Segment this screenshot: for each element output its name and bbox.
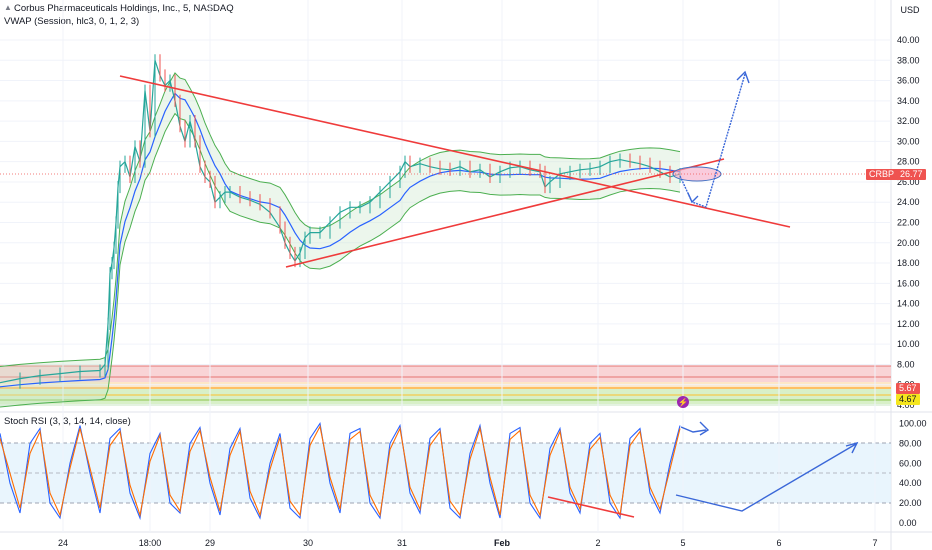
- current-price-tag: CRBP 26.77: [866, 169, 926, 180]
- time-tick-label: 29: [205, 538, 215, 548]
- price-tick-label: 20.00: [897, 238, 920, 248]
- stoch-projection[interactable]: [675, 443, 857, 512]
- price-tick-label: 34.00: [897, 96, 920, 106]
- vwap-legend[interactable]: VWAP (Session, hlc3, 0, 1, 2, 3): [4, 16, 140, 27]
- collapse-chevron-icon[interactable]: ▲: [4, 3, 12, 12]
- price-line: [0, 60, 681, 384]
- stoch-projection-arrowhead: [845, 441, 859, 454]
- stoch-tick-label: 100.00: [899, 419, 927, 429]
- price-tick-label: 4.00: [897, 400, 915, 410]
- price-tick-label: 36.00: [897, 76, 920, 86]
- level-tag-upper: 5.67: [896, 383, 920, 394]
- time-tick-label: 7: [872, 538, 877, 548]
- price-tick-label: 32.00: [897, 116, 920, 126]
- time-tick-labels: 24 18:00 29 30 31 Feb 2 5 6 7: [58, 538, 878, 548]
- price-tick-label: 38.00: [897, 55, 920, 65]
- stoch-tick-label: 80.00: [899, 438, 922, 448]
- projection-down-arrowhead: [687, 192, 699, 204]
- ascending-trendline[interactable]: [285, 158, 725, 268]
- stoch-d-line: [0, 424, 681, 518]
- price-tick-label: 28.00: [897, 157, 920, 167]
- time-tick-label: 18:00: [139, 538, 162, 548]
- stoch-rsi-legend[interactable]: Stoch RSI (3, 3, 14, 14, close): [4, 416, 131, 427]
- stoch-axis[interactable]: 100.00 80.00 60.00 40.00 20.00 0.00: [899, 419, 927, 529]
- neutral-zone: [0, 382, 891, 389]
- stoch-peak-arrowhead: [699, 421, 710, 436]
- price-tick-label: 8.00: [897, 359, 915, 369]
- stoch-tick-label: 60.00: [899, 458, 922, 468]
- price-series: [0, 54, 681, 389]
- vwap-line: [0, 92, 681, 388]
- price-tick-label: 40.00: [897, 35, 920, 45]
- price-tick-labels: 40.00 38.00 36.00 34.00 32.00 30.00 28.00 26.00…: [897, 35, 920, 410]
- time-tick-label: Feb: [494, 538, 511, 548]
- price-tick-label: 10.00: [897, 339, 920, 349]
- stoch-divergence-line[interactable]: [547, 496, 635, 518]
- vwap-upper-band: [0, 72, 681, 367]
- price-tick-label: 24.00: [897, 197, 920, 207]
- stoch-peak-arrow[interactable]: [680, 426, 707, 433]
- price-tick-label: 22.00: [897, 218, 920, 228]
- stoch-tick-label: 40.00: [899, 478, 922, 488]
- stoch-tick-label: 20.00: [899, 498, 922, 508]
- currency-label: USD: [900, 5, 920, 15]
- stoch-series: [0, 422, 681, 521]
- price-tick-label: 18.00: [897, 258, 920, 268]
- price-axis[interactable]: [0, 39, 891, 406]
- time-tick-label: 5: [680, 538, 685, 548]
- time-tick-label: 30: [303, 538, 313, 548]
- lightning-icon: ⚡: [678, 397, 688, 407]
- price-tick-label: 26.00: [897, 177, 920, 187]
- time-tick-label: 31: [397, 538, 407, 548]
- price-tick-label: 16.00: [897, 278, 920, 288]
- symbol-legend[interactable]: Corbus Pharmaceuticals Holdings, Inc., 5…: [14, 3, 234, 14]
- time-tick-label: 6: [776, 538, 781, 548]
- current-price-label: 26.77: [900, 169, 923, 179]
- level-tag-lower-label: 4.67: [899, 394, 917, 404]
- ticker-label: CRBP: [869, 169, 895, 179]
- level-tag-lower: 4.67: [896, 394, 920, 405]
- descending-trendline[interactable]: [119, 75, 791, 228]
- projection-up-arrowhead: [736, 70, 750, 84]
- stoch-tick-label: 0.00: [899, 518, 917, 528]
- price-tick-label: 30.00: [897, 136, 920, 146]
- time-tick-label: 2: [595, 538, 600, 548]
- time-tick-label: 24: [58, 538, 68, 548]
- vwap-bands: [0, 72, 681, 408]
- support-zone: [0, 389, 891, 406]
- level-tag-upper-label: 5.67: [899, 383, 917, 393]
- resistance-zone: [0, 366, 891, 382]
- price-tick-label: 12.00: [897, 319, 920, 329]
- vwap-lower-band: [0, 112, 681, 408]
- event-marker-icon[interactable]: [677, 396, 689, 408]
- projection-arrow[interactable]: [679, 73, 746, 208]
- price-tick-label: 14.00: [897, 299, 920, 309]
